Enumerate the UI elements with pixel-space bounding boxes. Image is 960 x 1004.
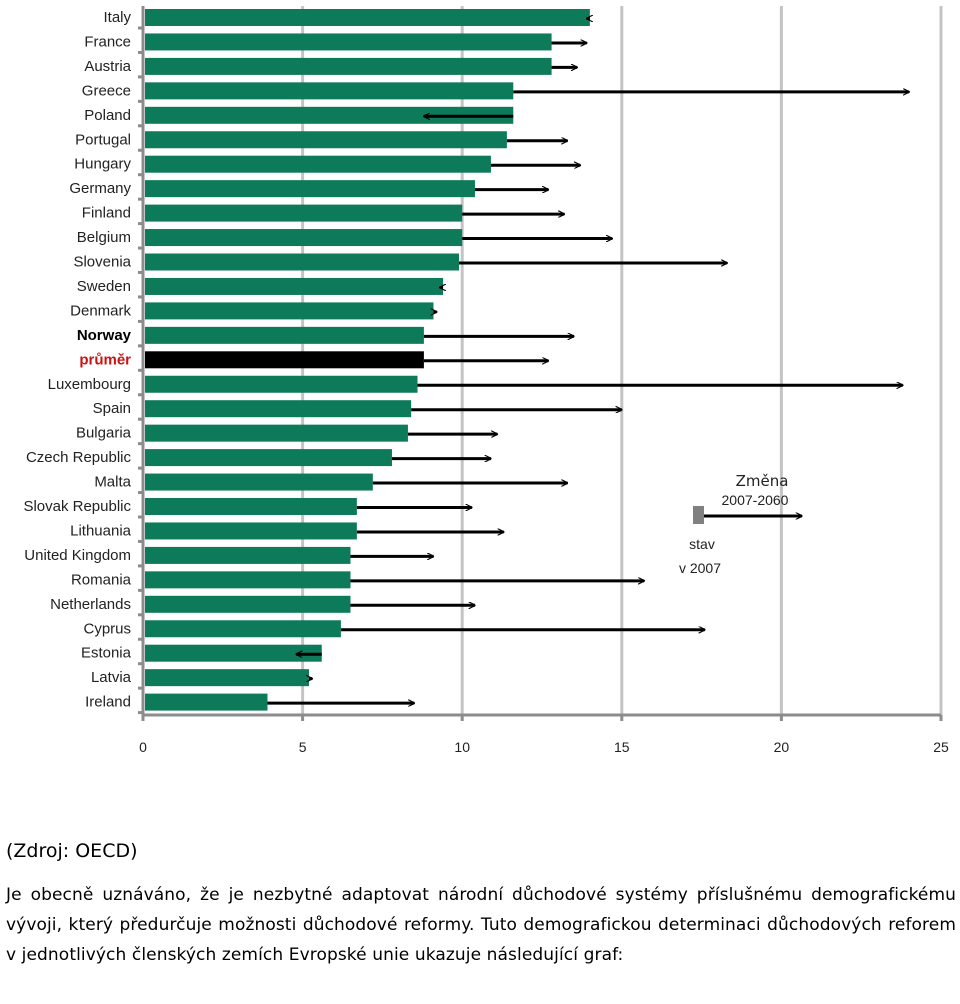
- category-label-8: Finland: [82, 205, 131, 222]
- category-label-1: France: [84, 33, 131, 50]
- category-label-4: Poland: [84, 107, 131, 124]
- category-label-11: Sweden: [77, 278, 131, 295]
- category-label-12: Denmark: [70, 302, 131, 319]
- category-label-22: United Kingdom: [24, 547, 131, 564]
- x-tick-label-4: 20: [774, 739, 790, 755]
- source-note: (Zdroj: OECD): [6, 840, 138, 862]
- bar-2: [145, 57, 552, 75]
- x-tick-label-2: 10: [454, 739, 470, 755]
- category-label-15: Luxembourg: [48, 376, 131, 393]
- category-label-25: Cyprus: [83, 620, 131, 637]
- category-label-21: Lithuania: [70, 522, 132, 539]
- change-arrows: [267, 19, 909, 704]
- body-paragraph: Je obecně uznáváno, že je nezbytné adapt…: [6, 885, 956, 965]
- category-label-13: Norway: [77, 327, 132, 344]
- legend: Změna 2007-2060 stav v 2007: [679, 472, 802, 576]
- bar-24: [145, 595, 351, 613]
- x-tick-label-3: 15: [614, 739, 630, 755]
- bar-4: [145, 106, 514, 124]
- category-label-20: Slovak Republic: [23, 498, 131, 515]
- bar-12: [145, 302, 434, 320]
- x-tick-label-0: 0: [139, 739, 147, 755]
- bar-9: [145, 229, 463, 247]
- category-label-14: průměr: [79, 351, 131, 368]
- bar-16: [145, 400, 412, 418]
- legend-bar-line2: v 2007: [679, 560, 721, 576]
- legend-bar-line1: stav: [689, 536, 715, 552]
- bar-11: [145, 277, 444, 295]
- x-tick-label-1: 5: [299, 739, 307, 755]
- category-label-5: Portugal: [75, 131, 131, 148]
- x-tick-label-5: 25: [933, 739, 949, 755]
- category-label-6: Hungary: [74, 156, 131, 173]
- bar-14: [145, 351, 424, 369]
- bar-7: [145, 180, 475, 198]
- category-label-18: Czech Republic: [26, 449, 132, 466]
- bar-23: [145, 571, 351, 589]
- category-labels: Italy France Austria Greece Poland Portugal Hu…: [23, 9, 143, 715]
- category-label-17: Bulgaria: [76, 425, 132, 442]
- category-label-19: Malta: [94, 474, 131, 491]
- pension-expenditure-chart: 0 5 10 15 20 25 Italy France Austria Greece Polan…: [23, 6, 949, 755]
- bar-10: [145, 253, 460, 271]
- bar-1: [145, 33, 552, 51]
- category-label-23: Romania: [71, 571, 132, 588]
- category-label-3: Greece: [82, 82, 131, 99]
- bar-18: [145, 449, 392, 467]
- x-axis: 0 5 10 15 20 25: [139, 6, 949, 755]
- bar-15: [145, 375, 418, 393]
- category-label-24: Netherlands: [50, 596, 131, 613]
- category-label-9: Belgium: [77, 229, 131, 246]
- bar-3: [145, 82, 514, 100]
- bar-17: [145, 424, 408, 442]
- legend-change-line2: 2007-2060: [722, 492, 789, 508]
- bar-6: [145, 155, 491, 173]
- bar-22: [145, 546, 351, 564]
- bar-0: [145, 9, 590, 26]
- bar-13: [145, 326, 424, 344]
- bar-25: [145, 620, 341, 638]
- bar-21: [145, 522, 357, 540]
- category-label-26: Estonia: [81, 645, 132, 662]
- bar-8: [145, 204, 463, 222]
- category-label-27: Latvia: [91, 669, 132, 686]
- category-label-28: Ireland: [85, 694, 131, 711]
- bar-27: [145, 669, 309, 687]
- category-label-7: Germany: [69, 180, 131, 197]
- category-label-16: Spain: [93, 400, 131, 417]
- category-label-10: Slovenia: [73, 254, 131, 271]
- bar-5: [145, 131, 507, 149]
- category-label-0: Italy: [103, 9, 131, 26]
- bar-20: [145, 498, 357, 515]
- bar-26: [145, 644, 322, 662]
- legend-bar-swatch: [693, 506, 704, 524]
- bars: [145, 9, 590, 711]
- bar-28: [145, 693, 268, 711]
- bar-19: [145, 473, 373, 491]
- legend-change-line1: Změna: [736, 472, 789, 490]
- category-label-2: Austria: [84, 58, 131, 75]
